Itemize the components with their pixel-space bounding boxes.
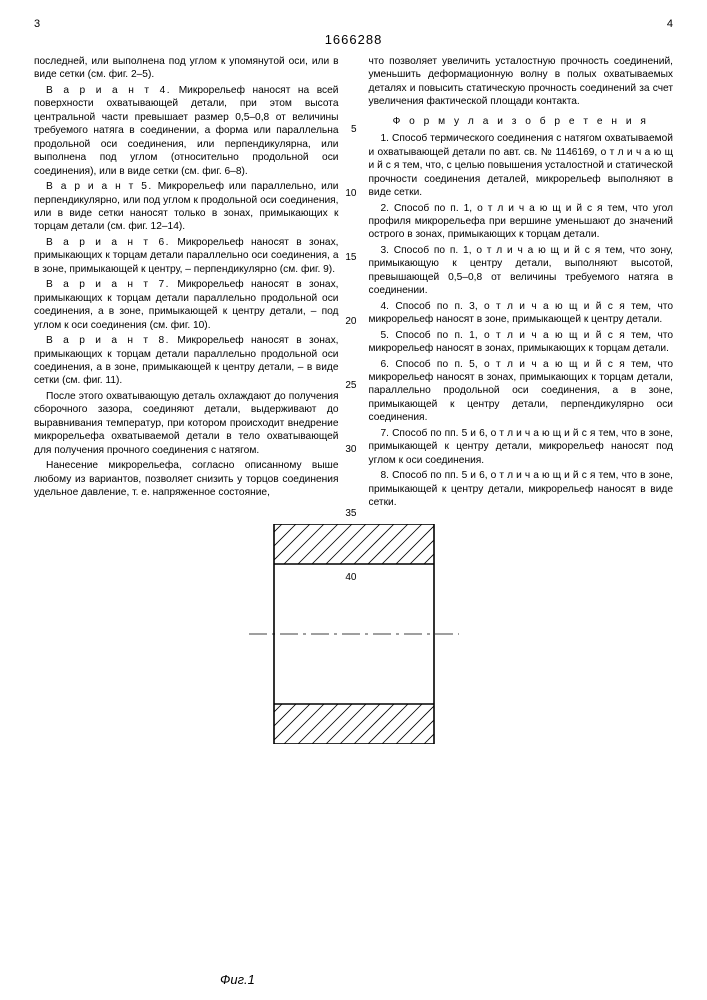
figure-1	[34, 524, 673, 749]
variant-4-label: В а р и а н т 4.	[46, 85, 171, 96]
line-num: 5	[351, 123, 357, 136]
right-p1: что позволяет увеличить усталостную проч…	[369, 55, 674, 109]
left-p2: В а р и а н т 4. Микрорельеф наносят на …	[34, 84, 339, 178]
patent-page: 3 4 1666288 последней, или выполнена под…	[0, 0, 707, 1000]
line-num: 25	[345, 379, 356, 392]
figure-1-svg	[244, 524, 464, 744]
claim-5: 5. Способ по п. 1, о т л и ч а ю щ и й с…	[369, 329, 674, 356]
left-p6: В а р и а н т 8. Микрорельеф наносят в з…	[34, 334, 339, 388]
line-num: 20	[345, 315, 356, 328]
variant-7-label: В а р и а н т 7.	[46, 279, 170, 290]
variant-6-label: В а р и а н т 6.	[46, 237, 170, 248]
claim-8: 8. Способ по пп. 5 и 6, о т л и ч а ю щ …	[369, 469, 674, 509]
text-columns: последней, или выполнена под углом к упо…	[34, 55, 673, 512]
left-p7: После этого охватывающую деталь охлаждаю…	[34, 390, 339, 457]
claim-1: 1. Способ термического соединения с натя…	[369, 132, 674, 199]
left-p2-text: Микрорельеф наносят на всей поверхности …	[34, 85, 339, 177]
variant-5-label: В а р и а н т 5.	[46, 181, 153, 192]
variant-8-label: В а р и а н т 8.	[46, 335, 170, 346]
patent-number: 1666288	[34, 32, 673, 47]
formula-heading: Ф о р м у л а и з о б р е т е н и я	[369, 115, 674, 128]
left-p5: В а р и а н т 7. Микрорельеф наносят в з…	[34, 278, 339, 332]
page-header: 3 4	[34, 18, 673, 30]
claim-2: 2. Способ по п. 1, о т л и ч а ю щ и й с…	[369, 202, 674, 242]
left-p1: последней, или выполнена под углом к упо…	[34, 55, 339, 82]
claim-4: 4. Способ по п. 3, о т л и ч а ю щ и й с…	[369, 300, 674, 327]
line-num: 10	[345, 187, 356, 200]
claim-3: 3. Способ по п. 1, о т л и ч а ю щ и й с…	[369, 244, 674, 298]
line-num: 40	[345, 571, 356, 584]
line-num: 35	[345, 507, 356, 520]
claim-7: 7. Способ по пп. 5 и 6, о т л и ч а ю щ …	[369, 427, 674, 467]
page-num-left: 3	[34, 18, 40, 30]
claim-6: 6. Способ по п. 5, о т л и ч а ю щ и й с…	[369, 358, 674, 425]
line-num: 15	[345, 251, 356, 264]
left-p4: В а р и а н т 6. Микрорельеф наносят в з…	[34, 236, 339, 276]
left-p3: В а р и а н т 5. Микрорельеф или паралле…	[34, 180, 339, 234]
left-column: последней, или выполнена под углом к упо…	[34, 55, 339, 512]
line-num: 30	[345, 443, 356, 456]
figure-1-label: Фиг.1	[220, 972, 255, 987]
right-column: что позволяет увеличить усталостную проч…	[369, 55, 674, 512]
left-p8: Нанесение микрорельефа, согласно описанн…	[34, 459, 339, 499]
formula-heading-text: Ф о р м у л а и з о б р е т е н и я	[393, 116, 649, 127]
page-num-right: 4	[667, 18, 673, 30]
